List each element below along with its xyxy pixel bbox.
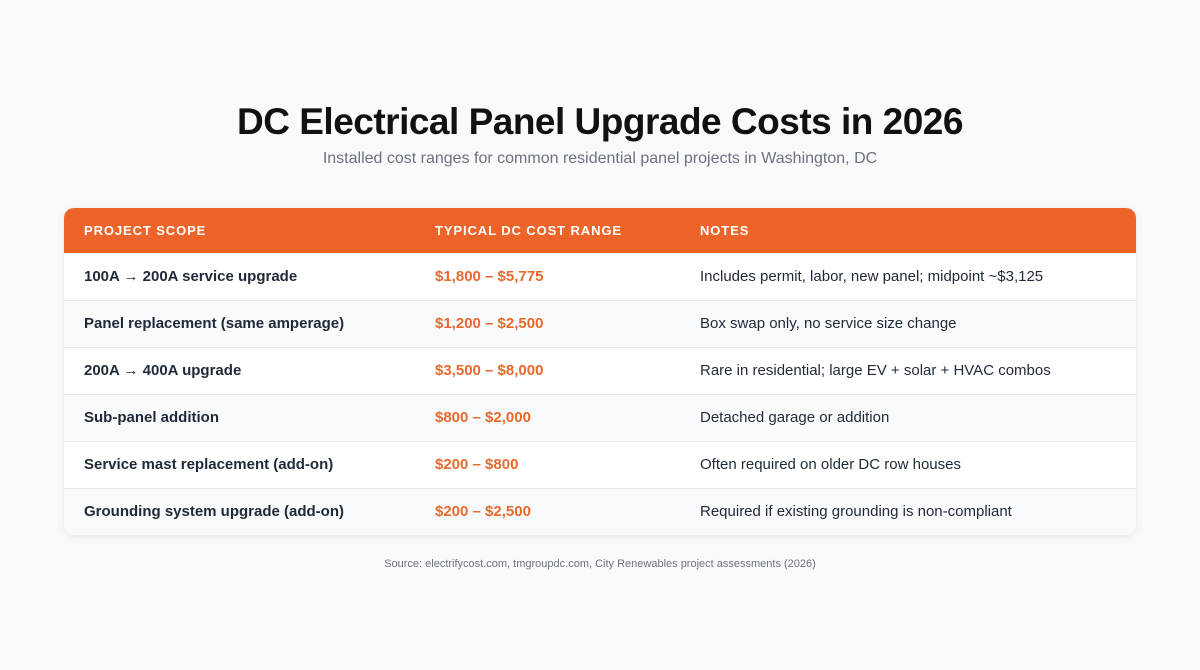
- project-scope-cell: Grounding system upgrade (add-on): [84, 503, 345, 521]
- table-row: Grounding system upgrade (add-on) $200 –…: [64, 488, 1136, 535]
- notes-cell: Detached garage or addition: [700, 409, 890, 426]
- notes-cell: Required if existing grounding is non-co…: [700, 503, 1012, 521]
- table-row: Sub-panel addition $800 – $2,000 Detache…: [64, 394, 1136, 441]
- cost-range-cell: $1,800 – $5,775: [435, 267, 544, 285]
- project-scope-cell: 100A → 200A service upgrade: [84, 267, 298, 285]
- cost-range-cell: $3,500 – $8,000: [435, 362, 544, 379]
- notes-cell: Includes permit, labor, new panel; midpo…: [700, 267, 1044, 285]
- project-scope-cell: Sub-panel addition: [84, 409, 219, 426]
- cost-range-cell: $200 – $800: [435, 456, 519, 473]
- table-row: Panel replacement (same amperage) $1,200…: [64, 300, 1136, 347]
- notes-cell: Often required on older DC row houses: [700, 456, 961, 473]
- table-row: 200A → 400A upgrade $3,500 – $8,000 Rare…: [64, 347, 1136, 394]
- table-header-row: Project Scope Typical DC Cost Range Note…: [64, 208, 1136, 253]
- column-header-notes: Notes: [700, 223, 750, 238]
- table-row: 100A → 200A service upgrade $1,800 – $5,…: [64, 253, 1136, 300]
- cost-range-cell: $200 – $2,500: [435, 503, 531, 521]
- page-subtitle: Installed cost ranges for common residen…: [322, 150, 878, 167]
- notes-cell: Box swap only, no service size change: [700, 315, 957, 332]
- cost-table: Project Scope Typical DC Cost Range Note…: [64, 208, 1136, 535]
- column-header-cost-range: Typical DC Cost Range: [435, 223, 622, 238]
- project-scope-cell: Service mast replacement (add-on): [84, 456, 334, 473]
- page-title: DC Electrical Panel Upgrade Costs in 202…: [237, 101, 963, 142]
- cost-range-cell: $1,200 – $2,500: [435, 315, 544, 332]
- table-row: Service mast replacement (add-on) $200 –…: [64, 441, 1136, 488]
- project-scope-cell: 200A → 400A upgrade: [84, 362, 242, 379]
- column-header-project-scope: Project Scope: [84, 223, 207, 238]
- source-note: Source: electrifycost.com, tmgroupdc.com…: [384, 558, 816, 570]
- notes-cell: Rare in residential; large EV + solar + …: [700, 362, 1051, 379]
- project-scope-cell: Panel replacement (same amperage): [84, 315, 345, 332]
- cost-range-cell: $800 – $2,000: [435, 409, 531, 426]
- cost-table-card: Project Scope Typical DC Cost Range Note…: [64, 208, 1136, 535]
